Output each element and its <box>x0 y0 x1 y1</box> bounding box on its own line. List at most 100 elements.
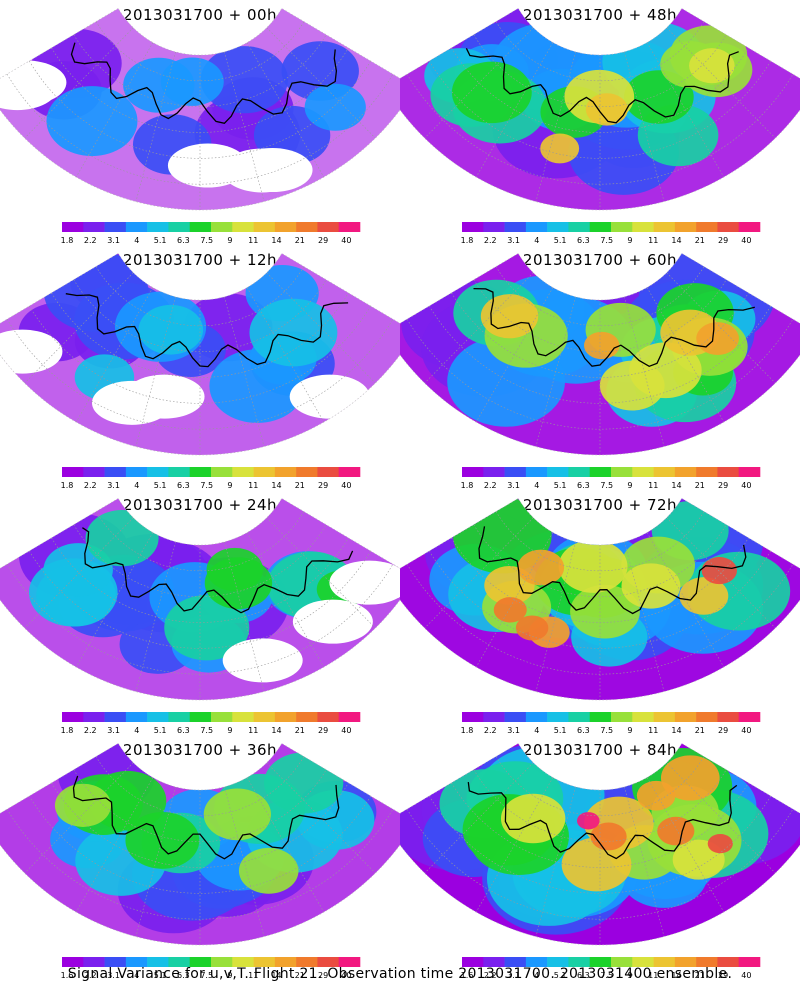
variance-map: 1.6 2.2 3.1 4 5.1 6.3 7.5 9 11 14 21 29 40 <box>400 742 800 980</box>
colorbar-swatch <box>338 712 361 722</box>
colorbar-label: 1.6 <box>61 971 74 980</box>
colorbar-label: 29 <box>318 481 328 490</box>
forecast-panel: 2013031700 + 84h 1.6 2.2 3.1 4 5.1 6.3 7.5 9 11 14… <box>400 735 800 980</box>
colorbar-label: 3.1 <box>507 726 520 735</box>
panel-title: 2013031700 + 12h <box>122 251 278 269</box>
colorbar-label: 9 <box>627 726 632 735</box>
colorbar-swatch <box>504 957 527 967</box>
colorbar-swatch <box>483 957 505 967</box>
colorbar-swatch <box>232 712 254 722</box>
colorbar-label: 14 <box>271 726 281 735</box>
colorbar-label: 21 <box>295 726 305 735</box>
colorbar-swatch <box>168 222 191 232</box>
variance-contour <box>493 597 527 623</box>
colorbar-label: 4 <box>534 971 539 980</box>
coastline <box>465 48 739 124</box>
colorbar-swatch <box>738 467 761 477</box>
colorbar-label: 1.6 <box>461 971 474 980</box>
colorbar-swatch <box>83 222 105 232</box>
colorbar-swatch <box>125 222 148 232</box>
colorbar-label: 11 <box>648 971 658 980</box>
colorbar-swatch <box>253 467 276 477</box>
colorbar-swatch <box>525 712 548 722</box>
colorbar-swatch <box>296 467 318 477</box>
forecast-panel: 2013031700 + 00h 1.8 2.2 3.1 4 5.1 6.3 7.5 9 11 14… <box>0 0 400 245</box>
colorbar-swatch <box>125 712 148 722</box>
colorbar-swatch <box>568 222 591 232</box>
colorbar-swatch <box>738 957 761 967</box>
forecast-panel: 2013031700 + 48h 1.8 2.2 3.1 4 5.1 6.3 7.5 9 11 14… <box>400 0 800 245</box>
variance-contour <box>85 510 159 567</box>
variance-contour <box>203 788 272 841</box>
colorbar-swatch <box>483 467 505 477</box>
panel-title: 2013031700 + 00h <box>122 6 278 24</box>
colorbar-label: 14 <box>671 971 681 980</box>
colorbar-label: 3.1 <box>507 971 520 980</box>
colorbar-swatch <box>653 467 676 477</box>
colorbar-swatch <box>547 467 569 477</box>
colorbar-swatch <box>147 222 169 232</box>
colorbar-swatch <box>696 957 718 967</box>
colorbar-swatch <box>589 467 612 477</box>
colorbar-label: 40 <box>341 971 351 980</box>
colorbar-label: 40 <box>741 481 751 490</box>
variance-contour <box>249 298 338 367</box>
variance-contour <box>558 539 628 593</box>
colorbar-label: 21 <box>295 481 305 490</box>
variance-contour <box>679 577 729 615</box>
colorbar-label: 11 <box>648 481 658 490</box>
colorbar-label: 14 <box>271 236 281 245</box>
variance-contour <box>689 48 735 84</box>
colorbar-label: 9 <box>627 236 632 245</box>
colorbar-label: 5.1 <box>154 726 167 735</box>
colorbar-label: 11 <box>248 236 258 245</box>
colorbar-swatch <box>274 222 297 232</box>
coastline <box>70 42 338 125</box>
colorbar-label: 9 <box>227 726 232 735</box>
colorbar-swatch <box>717 712 740 722</box>
colorbar-label: 40 <box>741 726 751 735</box>
colorbar-label: 7.5 <box>600 726 613 735</box>
colorbar-label: 4 <box>134 481 139 490</box>
colorbar-label: 4 <box>134 971 139 980</box>
colorbar-swatch <box>462 957 484 967</box>
colorbar-swatch <box>717 957 740 967</box>
colorbar-swatch <box>317 957 340 967</box>
colorbar-swatch <box>483 222 505 232</box>
colorbar-swatch <box>547 957 569 967</box>
colorbar-label: 2.2 <box>484 971 497 980</box>
variance-contour <box>585 93 628 126</box>
colorbar-label: 14 <box>271 971 281 980</box>
colorbar-label: 6.3 <box>577 971 590 980</box>
variance-map: 1.8 2.2 3.1 4 5.1 6.3 7.5 9 11 14 21 29 40 <box>400 497 800 735</box>
colorbar-swatch <box>211 467 233 477</box>
colorbar-label: 1.8 <box>61 236 74 245</box>
variance-contour <box>88 770 167 831</box>
variance-map: 1.8 2.2 3.1 4 5.1 6.3 7.5 9 11 14 21 29 40 <box>0 7 400 245</box>
colorbar-swatch <box>547 222 569 232</box>
panel-title: 2013031700 + 84h <box>522 741 678 759</box>
colorbar-label: 14 <box>671 236 681 245</box>
colorbar-swatch <box>674 467 697 477</box>
colorbar-swatch <box>168 957 191 967</box>
variance-contour <box>561 837 632 892</box>
map-outline <box>0 497 400 701</box>
variance-contour <box>209 349 306 423</box>
colorbar-label: 7.5 <box>200 481 213 490</box>
colorbar-label: 21 <box>695 236 705 245</box>
variance-contour <box>204 557 273 610</box>
panel-title: 2013031700 + 48h <box>522 6 678 24</box>
colorbar-label: 2.2 <box>484 726 497 735</box>
colorbar-label: 3.1 <box>107 236 120 245</box>
colorbar-swatch <box>211 957 233 967</box>
colorbar-label: 21 <box>295 236 305 245</box>
colorbar-swatch <box>338 222 361 232</box>
colorbar-label: 7.5 <box>600 971 613 980</box>
variance-contour <box>304 83 366 131</box>
colorbar-label: 5.1 <box>554 726 567 735</box>
colorbar-swatch <box>738 712 761 722</box>
colorbar-swatch <box>462 467 484 477</box>
colorbar-label: 40 <box>741 971 751 980</box>
colorbar-label: 1.8 <box>461 481 474 490</box>
colorbar-label: 40 <box>341 236 351 245</box>
